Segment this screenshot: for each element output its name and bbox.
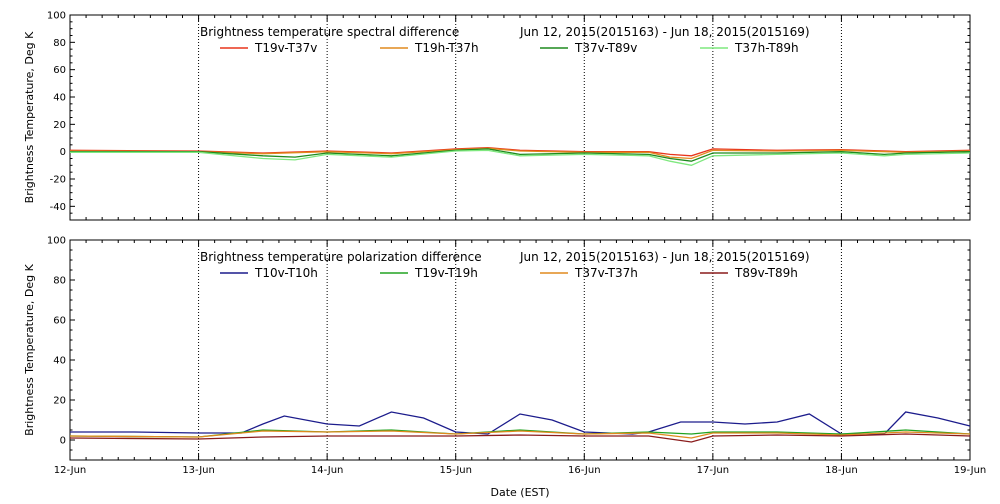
panel2-x-tick-label: 16-Jun (568, 465, 601, 476)
panel2-y-tick-label: 80 (53, 276, 66, 287)
panel1-y-tick-label: -20 (50, 175, 66, 186)
panel2-x-tick-label: 12-Jun (54, 465, 87, 476)
panel2-date-range: Jun 12, 2015(2015163) - Jun 18, 2015(201… (519, 250, 810, 264)
panel1-y-tick-label: 40 (53, 93, 66, 104)
panel2-x-tick-label: 18-Jun (825, 465, 858, 476)
panel1-legend-label-2: T19h-T37h (414, 41, 479, 55)
panel2-y-tick-label: 0 (60, 436, 66, 447)
panel1-series-line-2 (69, 147, 971, 160)
panel2-y-tick-label: 20 (53, 396, 66, 407)
panel1-y-tick-label: 0 (60, 147, 66, 158)
panel2-legend-label-3: T37v-T37h (574, 266, 638, 280)
panel2-series-line-4 (69, 433, 971, 443)
panel2-y-tick-label: 100 (47, 236, 66, 247)
panel2-y-axis-title: Brightness Temperature, Deg K (23, 263, 36, 435)
panel1-frame (69, 14, 971, 221)
panel1-legend-label-4: T37h-T89h (734, 41, 799, 55)
panel1-legend-label-1: T19v-T37v (254, 41, 317, 55)
panel2-legend-label-4: T89v-T89h (734, 266, 798, 280)
panel2-frame (69, 239, 971, 461)
panel2-y-tick-label: 40 (53, 356, 66, 367)
panel2-series-line-1 (70, 411, 971, 435)
panel2-series-line-3 (69, 430, 971, 439)
panel2-legend-label-1: T10v-T10h (254, 266, 318, 280)
panel2-legend-label-2: T19v-T19h (414, 266, 478, 280)
panel1-title: Brightness temperature spectral differen… (200, 25, 459, 39)
panel2-x-tick-label: 19-Jun (954, 465, 987, 476)
panel1-y-tick-label: 80 (53, 38, 66, 49)
panel2-x-tick-label: 13-Jun (182, 465, 215, 476)
panel2-x-tick-label: 14-Jun (311, 465, 344, 476)
panel1-y-tick-label: 100 (47, 11, 66, 22)
panel2-y-tick-label: 60 (53, 316, 66, 327)
panel1-y-tick-label: 20 (53, 120, 66, 131)
panel1-y-axis-title: Brightness Temperature, Deg K (23, 31, 36, 203)
panel1-y-tick-label: -40 (50, 202, 66, 213)
panel2-x-tick-label: 15-Jun (439, 465, 472, 476)
panel1-y-tick-label: 60 (53, 65, 66, 76)
panel1-date-range: Jun 12, 2015(2015163) - Jun 18, 2015(201… (519, 25, 810, 39)
panel1-series-line-3 (70, 148, 971, 162)
panel1-legend-label-3: T37v-T89v (574, 41, 637, 55)
panel2-x-axis-title: Date (EST) (490, 486, 549, 499)
panel2-x-tick-label: 17-Jun (697, 465, 730, 476)
panel1-series-line-4 (70, 149, 971, 166)
panel2-title: Brightness temperature polarization diff… (200, 250, 482, 264)
